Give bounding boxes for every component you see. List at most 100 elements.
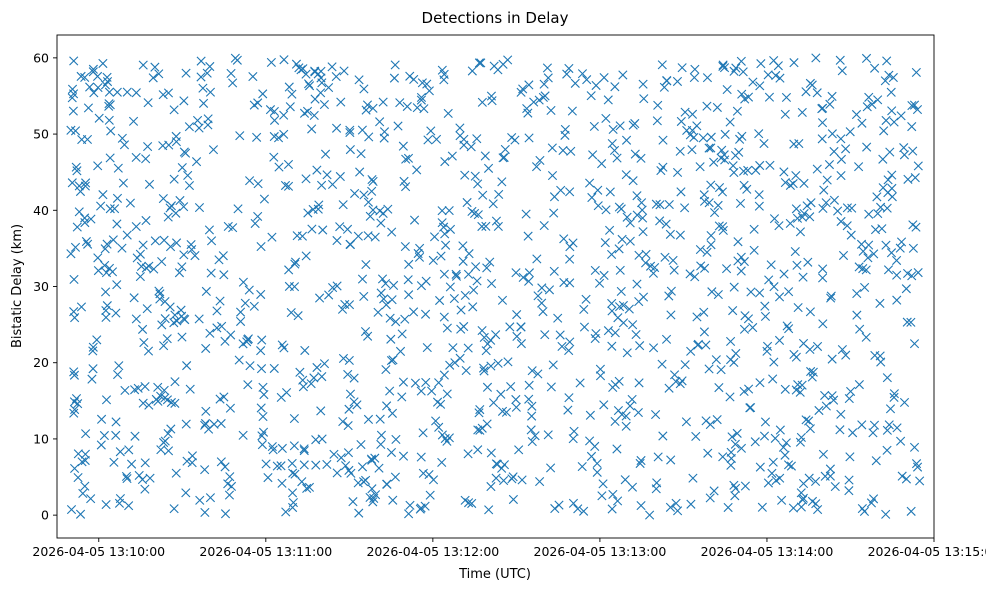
data-point [493, 358, 503, 368]
data-point [462, 197, 472, 208]
data-point [67, 178, 77, 188]
data-point [434, 422, 444, 432]
data-point [159, 235, 169, 245]
data-point [345, 128, 355, 138]
data-point [349, 373, 359, 383]
data-point [464, 249, 474, 259]
data-point [636, 500, 646, 511]
data-point [442, 389, 452, 399]
data-point [732, 106, 743, 116]
data-point [312, 165, 322, 175]
data-point [195, 495, 205, 505]
data-point [284, 82, 294, 92]
data-point [691, 431, 701, 441]
data-point [601, 205, 611, 215]
data-point [157, 320, 167, 330]
data-point [160, 314, 170, 324]
data-point [535, 155, 545, 166]
data-point [416, 386, 426, 396]
data-point [391, 317, 401, 327]
data-point [269, 115, 280, 125]
data-point [907, 271, 917, 281]
data-point [80, 72, 90, 83]
data-point [909, 339, 920, 349]
data-point [398, 377, 409, 387]
y-tick-label: 60 [33, 50, 49, 65]
data-point [389, 280, 399, 290]
data-point [677, 376, 687, 386]
data-point [506, 382, 516, 392]
data-point [281, 507, 291, 517]
data-point [662, 76, 672, 86]
data-point [89, 88, 99, 98]
data-point [479, 332, 489, 343]
data-point [588, 150, 598, 160]
data-point [376, 288, 386, 298]
data-point [554, 500, 564, 510]
data-point [911, 459, 922, 469]
data-point [149, 264, 159, 274]
data-point [500, 144, 510, 155]
data-point [880, 76, 890, 86]
data-point [105, 204, 115, 214]
data-point [725, 392, 735, 402]
data-point [883, 265, 894, 275]
data-point [731, 63, 741, 73]
data-point [397, 329, 407, 339]
data-point [166, 424, 176, 434]
data-point [299, 108, 310, 118]
data-point [365, 211, 375, 221]
data-point [806, 366, 816, 377]
data-point [759, 138, 769, 149]
data-point [882, 56, 892, 66]
data-point [301, 251, 311, 261]
data-point [445, 282, 455, 292]
data-point [473, 445, 483, 455]
data-point [593, 185, 603, 195]
data-point [486, 361, 496, 371]
data-point [376, 439, 386, 449]
data-point [75, 509, 86, 519]
data-point [93, 161, 103, 171]
data-point [592, 458, 602, 469]
data-point [215, 296, 225, 306]
data-point [375, 414, 385, 424]
data-point [253, 179, 263, 189]
data-point [821, 401, 831, 411]
data-point [555, 330, 565, 340]
data-point [486, 481, 496, 492]
data-point [909, 100, 920, 110]
data-point [618, 300, 628, 311]
data-point [795, 227, 806, 237]
x-axis-label: Time (UTC) [458, 567, 531, 582]
data-point [873, 208, 883, 219]
data-point [387, 227, 397, 237]
data-point [385, 386, 395, 396]
data-point [140, 484, 150, 494]
data-point [615, 121, 625, 131]
data-point [361, 105, 371, 115]
data-point [633, 407, 643, 418]
data-point [379, 294, 389, 304]
data-point [693, 339, 704, 349]
data-point [607, 298, 617, 309]
data-point [846, 230, 856, 240]
data-point [467, 66, 477, 76]
data-point [586, 91, 596, 101]
data-point [163, 88, 174, 98]
data-point [187, 458, 197, 468]
data-point [669, 265, 679, 275]
data-point [225, 403, 236, 413]
data-point [704, 198, 714, 208]
data-point [594, 278, 605, 288]
data-point [261, 459, 271, 469]
data-point [875, 298, 885, 308]
data-point [159, 385, 169, 395]
data-point [599, 400, 609, 410]
data-point [775, 73, 785, 83]
data-point [511, 394, 521, 405]
data-point [524, 394, 534, 404]
data-point [426, 126, 436, 136]
data-point [499, 460, 510, 470]
x-tick-label: 2026-04-05 13:11:00 [199, 544, 332, 559]
